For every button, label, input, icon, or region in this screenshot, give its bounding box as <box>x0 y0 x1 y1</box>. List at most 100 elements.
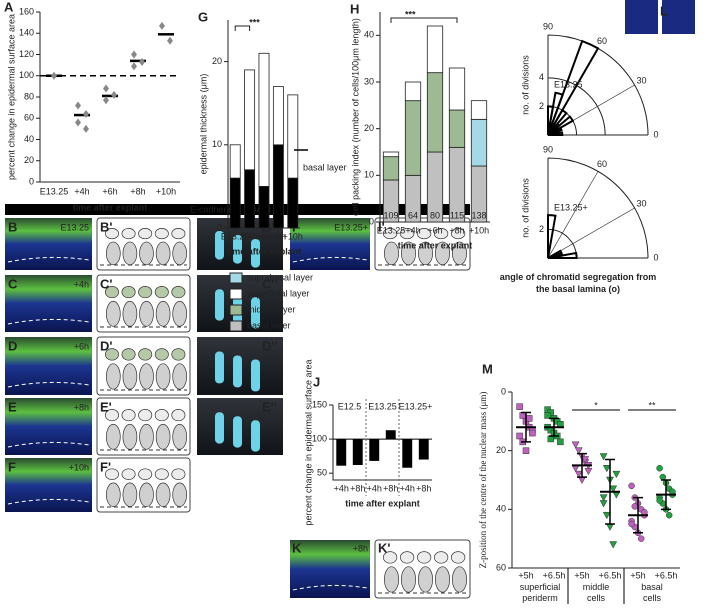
time-label: +10h <box>69 462 89 472</box>
data-point <box>628 482 635 490</box>
y-tick-label: 80 <box>24 91 34 101</box>
cell-outline <box>104 348 119 361</box>
n-label: 64 <box>408 210 418 220</box>
bar <box>385 430 396 440</box>
y-tick-label: 0 <box>369 216 374 226</box>
x-tick-label: +6.5h <box>655 570 678 580</box>
x-tick-label: +8h <box>449 225 464 235</box>
basal-lamina <box>7 381 90 388</box>
legend-label: suprabasal layer <box>247 272 313 282</box>
micrograph <box>5 458 92 512</box>
y-tick-label: 120 <box>19 49 34 59</box>
time-label: E13.25 <box>60 222 89 232</box>
x-tick-label: +6h <box>102 186 117 196</box>
cell-outline <box>172 363 188 390</box>
x-tick-label: +5h <box>574 570 589 580</box>
cell-outline <box>155 423 171 450</box>
cell-outline <box>450 551 466 564</box>
data-point <box>665 511 673 519</box>
time-label: +8h <box>353 543 368 553</box>
nucleus-render <box>251 239 260 268</box>
cell-outline <box>139 482 154 507</box>
y-tick-label: 20 <box>212 56 222 66</box>
cell-outline <box>104 228 119 240</box>
error-bar <box>521 411 531 443</box>
cell-outline <box>104 286 119 299</box>
y-tick-label: 20 <box>496 445 506 455</box>
significance: ** <box>648 400 656 410</box>
angle-label: 0 <box>653 129 658 139</box>
cell-outline <box>105 241 121 266</box>
cell-outline <box>122 482 138 507</box>
cell-outline <box>171 468 186 480</box>
cell-outline <box>416 551 432 564</box>
basal-lamina <box>292 256 368 263</box>
nucleus-render <box>251 420 260 452</box>
data-point <box>574 470 583 479</box>
error-bar <box>577 452 587 478</box>
time-label: +6h <box>74 341 89 351</box>
cell-outline <box>121 468 136 480</box>
cell-outline <box>154 348 169 361</box>
bar <box>352 439 363 465</box>
data-point <box>516 432 523 440</box>
nucleus-render <box>251 359 260 392</box>
cell-outline <box>122 363 138 390</box>
cell-outline <box>105 423 121 450</box>
x-tick-label: +8h <box>130 186 145 196</box>
bar <box>336 439 347 466</box>
basal-lamina <box>7 498 90 505</box>
data-point <box>83 110 89 118</box>
data-point <box>656 497 663 504</box>
y-axis-label: percent change in epidermal surface area <box>6 14 16 180</box>
cell-outline <box>384 566 399 593</box>
y-tick-label: 10 <box>364 170 374 180</box>
x-tick-label: +10h <box>156 186 176 196</box>
nucleus-render <box>233 235 242 264</box>
micrograph <box>5 337 92 395</box>
stain-label: E-cadherin <box>190 204 234 214</box>
data-point <box>51 71 57 80</box>
cell-outline <box>452 241 467 266</box>
cell-outline <box>171 348 186 361</box>
x-axis-label: time after explant <box>345 498 420 508</box>
y-tick-label: 60 <box>496 562 506 572</box>
x-tick-label: +4h <box>74 186 89 196</box>
cell-outline <box>104 409 119 422</box>
group-label: superficial periderm <box>520 582 561 603</box>
n-label: 115 <box>450 210 464 220</box>
angle-label: 60 <box>597 159 607 169</box>
bar-segment <box>382 156 400 181</box>
x-tick-label: +8h <box>350 483 365 493</box>
x-tick-label: +8h <box>416 483 431 493</box>
y-tick-label: 50 <box>317 468 327 478</box>
nucleus-render <box>215 351 224 384</box>
y-tick-label: 160 <box>19 6 34 16</box>
y-axis-label: no. of divisions <box>520 55 530 115</box>
panel-label: B' <box>100 219 112 234</box>
y-axis-label: epidermal thickness (μm) <box>198 74 208 175</box>
cell-outline <box>155 363 171 390</box>
legend-label: superficial layer <box>247 288 310 298</box>
n-label: 109 <box>383 210 398 220</box>
group-label: E13.25+ <box>399 401 433 411</box>
angle-label: 90 <box>543 21 553 31</box>
x-tick-label: +6.5h <box>543 570 566 580</box>
cell-outline <box>138 409 153 422</box>
cell-outline <box>139 423 154 450</box>
bar-segment <box>470 118 488 167</box>
basal-lamina <box>7 256 90 263</box>
cell-outline <box>384 241 399 266</box>
nucleus-render <box>215 289 224 321</box>
cell-outline <box>452 566 467 593</box>
data-point <box>131 50 137 59</box>
bar <box>418 439 429 460</box>
cell-outline <box>138 348 153 361</box>
cell-outline <box>418 241 433 266</box>
cell-outline <box>171 228 186 240</box>
rose-wedge <box>547 105 555 136</box>
nucleus-render <box>233 416 242 448</box>
cell-outline <box>155 482 171 507</box>
inset-image <box>625 0 658 34</box>
y-tick-label: 100 <box>312 433 327 443</box>
